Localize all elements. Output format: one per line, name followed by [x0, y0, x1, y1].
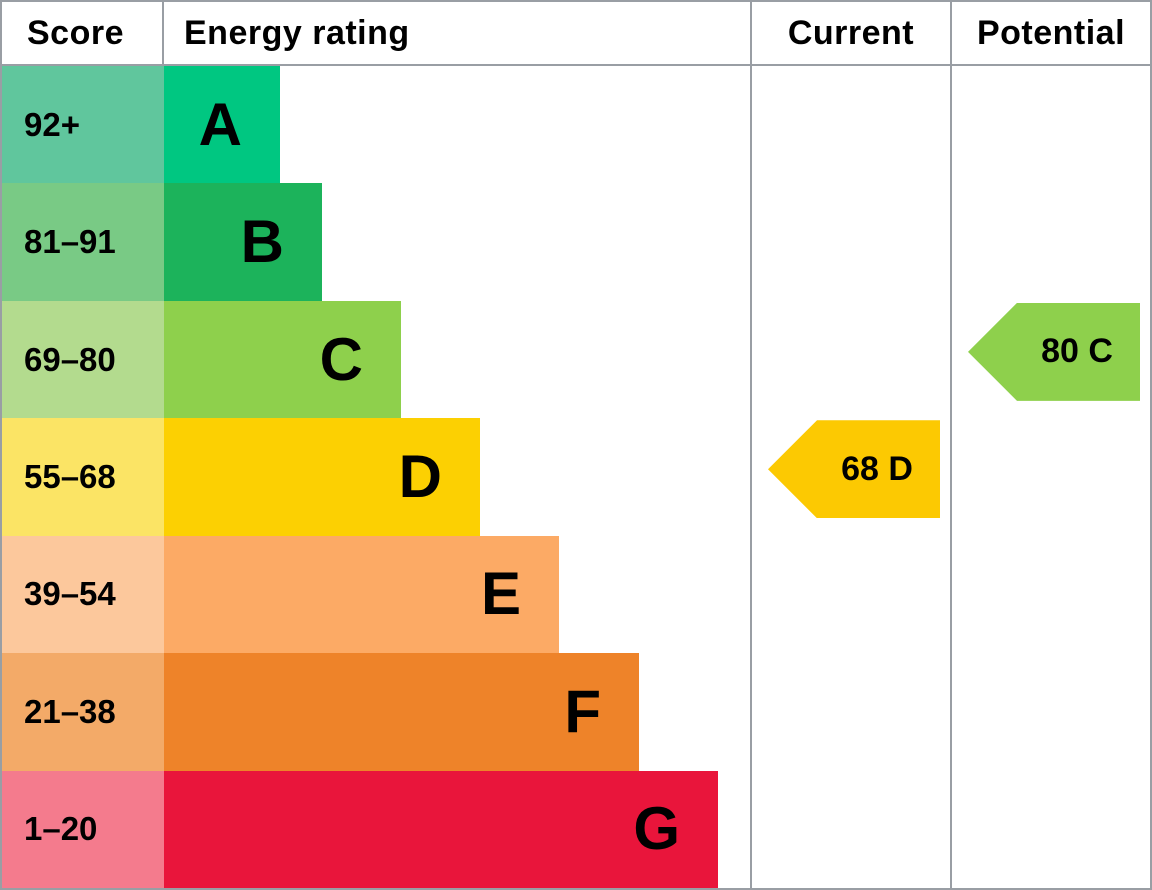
- band-row: 92+ A: [2, 66, 750, 184]
- band-letter: E: [480, 560, 521, 628]
- current-rating-value: 68 D: [841, 449, 913, 488]
- energy-rating-header: Energy rating: [184, 13, 410, 52]
- band-bar: E: [164, 535, 559, 654]
- potential-row-slot: [952, 536, 1150, 653]
- band-letter: F: [564, 677, 601, 745]
- potential-rating-arrow: 80 C: [968, 302, 1140, 401]
- current-row-slot: [752, 653, 950, 770]
- band-bar: C: [164, 300, 401, 419]
- band-row: 1–20 G: [2, 770, 750, 888]
- potential-row-slot: 80 C: [952, 301, 1150, 418]
- band-bar: G: [164, 770, 718, 888]
- score-range-cell: 21–38: [2, 653, 164, 771]
- band-bar: B: [164, 183, 322, 301]
- score-range-cell: 55–68: [2, 418, 164, 536]
- score-range-cell: 39–54: [2, 535, 164, 654]
- potential-row-slot: [952, 653, 1150, 770]
- band-rows: 92+ A 81–91 B 69–80 C 55–68 D 39–54 E 21…: [2, 66, 750, 888]
- band-bar: F: [164, 653, 639, 771]
- current-rating-arrow: 68 D: [768, 420, 940, 519]
- band-bar: D: [164, 418, 480, 536]
- current-rows: 68 D: [752, 66, 950, 888]
- band-row: 39–54 E: [2, 535, 750, 654]
- band-letter: A: [198, 90, 242, 158]
- band-letter: C: [319, 325, 363, 393]
- current-row-slot: [752, 183, 950, 300]
- potential-row-slot: [952, 771, 1150, 888]
- current-column: Current 68 D: [750, 2, 950, 888]
- current-header: Current: [752, 2, 950, 66]
- score-range-cell: 69–80: [2, 300, 164, 419]
- current-row-slot: [752, 771, 950, 888]
- current-row-slot: 68 D: [752, 418, 950, 535]
- band-row: 81–91 B: [2, 183, 750, 301]
- score-range-cell: 81–91: [2, 183, 164, 301]
- band-row: 69–80 C: [2, 300, 750, 419]
- band-letter: G: [633, 795, 680, 863]
- rating-column: Score Energy rating 92+ A 81–91 B 69–80 …: [2, 2, 750, 888]
- band-letter: B: [240, 208, 284, 276]
- potential-row-slot: [952, 183, 1150, 300]
- band-letter: D: [398, 442, 442, 510]
- potential-column: Potential 80 C: [950, 2, 1150, 888]
- band-bar: A: [164, 66, 280, 184]
- header-row-left: Score Energy rating: [2, 2, 750, 66]
- score-header: Score: [2, 2, 164, 64]
- band-row: 55–68 D: [2, 418, 750, 536]
- current-row-slot: [752, 301, 950, 418]
- potential-row-slot: [952, 418, 1150, 535]
- current-row-slot: [752, 536, 950, 653]
- score-range-cell: 92+: [2, 66, 164, 184]
- potential-rows: 80 C: [952, 66, 1150, 888]
- score-range-cell: 1–20: [2, 770, 164, 888]
- potential-rating-value: 80 C: [1041, 332, 1113, 371]
- potential-row-slot: [952, 66, 1150, 183]
- band-row: 21–38 F: [2, 653, 750, 771]
- potential-header: Potential: [952, 2, 1150, 66]
- current-row-slot: [752, 66, 950, 183]
